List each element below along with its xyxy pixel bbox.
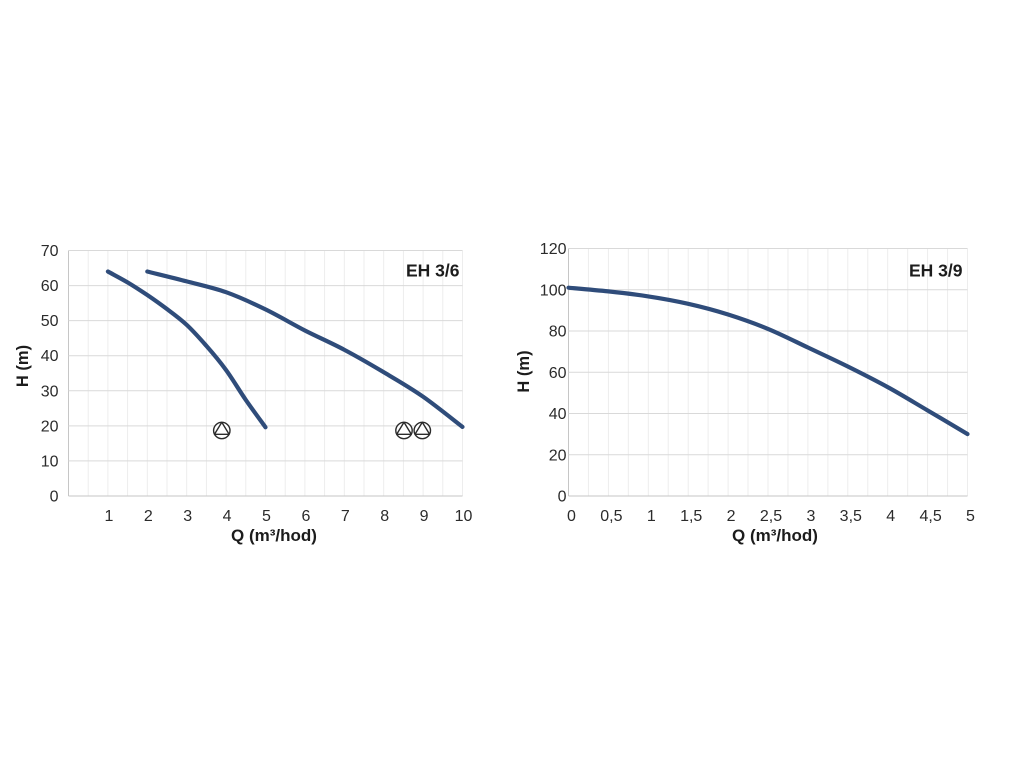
svg-text:EH 3/9: EH 3/9 [909, 261, 963, 281]
svg-text:80: 80 [549, 324, 567, 341]
svg-text:9: 9 [420, 508, 429, 525]
svg-text:0: 0 [558, 489, 567, 506]
svg-text:10: 10 [41, 453, 59, 470]
svg-text:70: 70 [41, 243, 59, 260]
svg-text:3: 3 [806, 508, 815, 525]
svg-text:20: 20 [41, 418, 59, 435]
svg-text:4,5: 4,5 [919, 508, 941, 525]
svg-text:Q (m³/hod): Q (m³/hod) [732, 526, 818, 545]
svg-text:4: 4 [223, 508, 232, 525]
svg-text:2,5: 2,5 [760, 508, 782, 525]
svg-text:1,5: 1,5 [680, 508, 702, 525]
svg-text:20: 20 [549, 447, 567, 464]
svg-text:0,5: 0,5 [600, 508, 622, 525]
svg-text:H (m): H (m) [515, 350, 533, 392]
svg-text:7: 7 [341, 508, 350, 525]
svg-text:1: 1 [647, 508, 656, 525]
svg-text:6: 6 [301, 508, 310, 525]
svg-text:5: 5 [966, 508, 975, 525]
svg-text:2: 2 [144, 508, 153, 525]
svg-text:EH 3/6: EH 3/6 [406, 261, 460, 281]
svg-text:5: 5 [262, 508, 271, 525]
svg-text:50: 50 [41, 313, 59, 330]
svg-text:10: 10 [455, 508, 473, 525]
svg-text:120: 120 [540, 241, 567, 258]
svg-text:3: 3 [183, 508, 192, 525]
svg-text:60: 60 [549, 365, 567, 382]
svg-text:60: 60 [41, 278, 59, 295]
svg-text:2: 2 [727, 508, 736, 525]
svg-text:H (m): H (m) [14, 345, 32, 387]
svg-text:0: 0 [50, 489, 59, 506]
svg-text:1: 1 [104, 508, 113, 525]
svg-text:8: 8 [380, 508, 389, 525]
svg-text:Q (m³/hod): Q (m³/hod) [231, 526, 317, 545]
svg-text:40: 40 [549, 406, 567, 423]
svg-text:4: 4 [886, 508, 895, 525]
svg-text:3,5: 3,5 [840, 508, 862, 525]
svg-text:100: 100 [540, 282, 567, 299]
svg-text:0: 0 [567, 508, 576, 525]
svg-text:30: 30 [41, 383, 59, 400]
svg-text:40: 40 [41, 348, 59, 365]
